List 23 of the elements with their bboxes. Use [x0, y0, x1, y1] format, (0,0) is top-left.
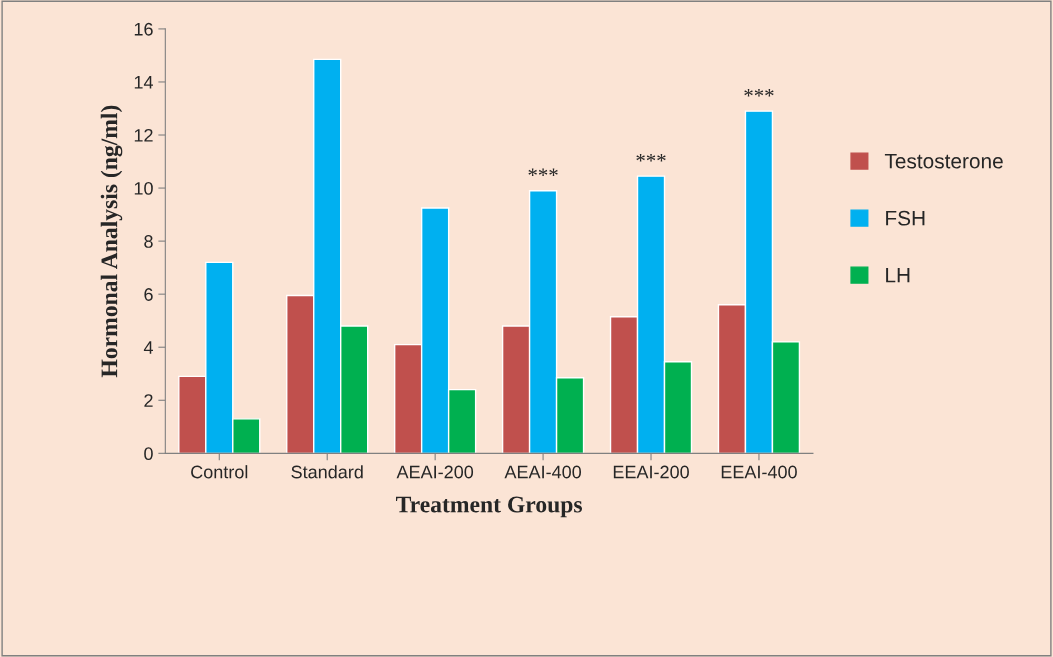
y-tick-label: 12: [134, 128, 153, 142]
legend-label: LH: [886, 268, 910, 283]
x-axis-title: Treatment Groups: [396, 496, 583, 518]
x-tick-label: EEAI-200: [613, 465, 689, 479]
x-tick-label: Control: [191, 465, 248, 479]
y-tick-label: 10: [134, 182, 153, 195]
x-tick-label: AEAI-400: [504, 465, 582, 479]
y-tick-label: 6: [144, 288, 153, 301]
y-tick-label: 2: [144, 394, 153, 407]
annotation: ***: [636, 153, 666, 162]
annotation: ***: [528, 168, 558, 177]
x-tick-label: AEAI-200: [396, 465, 474, 479]
x-tick-label: EEAI-400: [721, 465, 797, 479]
legend-label: Testosterone: [884, 153, 1003, 169]
y-axis-title: Hormonal Analysis (ng/ml): [100, 105, 123, 378]
y-tick-label: 16: [134, 22, 153, 36]
y-tick-label: 4: [143, 341, 153, 354]
y-tick-label: 8: [144, 235, 153, 248]
y-tick-label: 0: [144, 447, 153, 461]
x-tick-label: Standard: [291, 465, 363, 479]
annotation: ***: [744, 88, 774, 97]
y-tick-label: 14: [134, 76, 153, 89]
legend-label: FSH: [886, 210, 925, 226]
